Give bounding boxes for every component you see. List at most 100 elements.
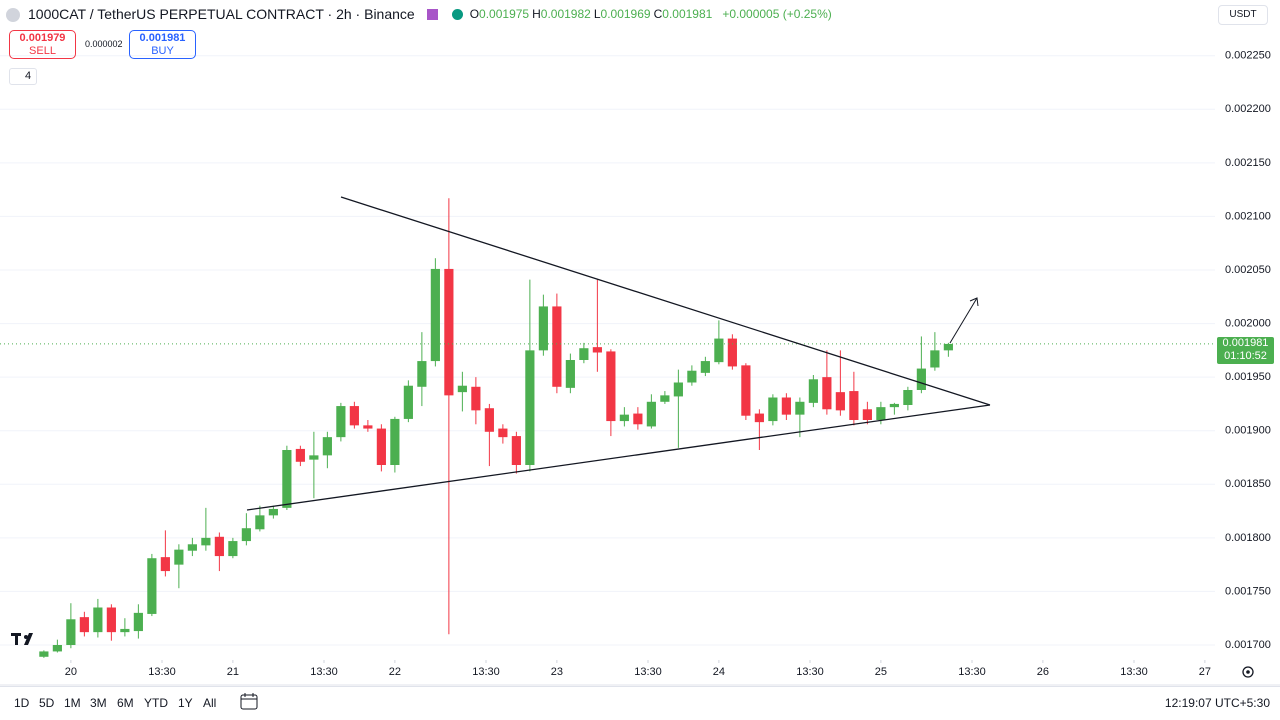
logo bbox=[11, 633, 33, 645]
x-tick-label: 23 bbox=[551, 666, 563, 678]
settings-icon-dot bbox=[1246, 670, 1250, 674]
x-tick-label: 13:30 bbox=[634, 666, 662, 678]
y-tick-label: 0.002200 bbox=[1225, 103, 1271, 115]
candle-body bbox=[592, 347, 602, 353]
header: 1000CAT / TetherUS PERPETUAL CONTRACT · … bbox=[28, 6, 835, 22]
y-tick-label: 0.002250 bbox=[1225, 50, 1271, 62]
range-button[interactable]: 1Y bbox=[178, 696, 193, 710]
candle-body bbox=[444, 268, 454, 396]
candle-body bbox=[147, 558, 157, 614]
x-tick-label: 13:30 bbox=[958, 666, 986, 678]
candle-body bbox=[255, 515, 265, 530]
candle-body bbox=[795, 401, 805, 415]
candle-body bbox=[133, 612, 143, 632]
bottom-toolbar: 12:19:07 UTC+5:30 1D 5D 1M 3M 6M YTD 1Y All bbox=[0, 686, 1280, 720]
candle-body bbox=[201, 537, 211, 546]
range-button[interactable]: 5D bbox=[39, 696, 55, 710]
candle-body bbox=[835, 392, 845, 411]
range-button[interactable]: All bbox=[203, 696, 217, 710]
y-tick-label: 0.001850 bbox=[1225, 478, 1271, 490]
candle-body bbox=[579, 348, 589, 360]
range-button[interactable]: 6M bbox=[117, 696, 134, 710]
candle-body bbox=[295, 448, 305, 462]
candle-body bbox=[322, 437, 332, 456]
candle-body bbox=[228, 541, 238, 557]
buy-button[interactable]: 0.001981 BUY bbox=[129, 30, 196, 59]
candle-body bbox=[498, 428, 508, 438]
candle-body bbox=[889, 403, 899, 408]
x-tick-label: 13:30 bbox=[310, 666, 338, 678]
candle-body bbox=[673, 382, 683, 397]
x-tick-label: 25 bbox=[875, 666, 887, 678]
candle-body bbox=[484, 408, 494, 432]
range-button[interactable]: YTD bbox=[144, 696, 168, 710]
candle-body bbox=[430, 268, 440, 362]
candle-body bbox=[727, 338, 737, 367]
candle-body bbox=[349, 406, 359, 426]
candle-body bbox=[876, 407, 886, 420]
ohlc-legend: O0.001975 H0.001982 L0.001969 C0.001981 bbox=[470, 7, 716, 21]
candle-body bbox=[768, 397, 778, 422]
y-tick-label: 0.001800 bbox=[1225, 532, 1271, 544]
candle-body bbox=[552, 306, 562, 387]
candle-body bbox=[52, 645, 62, 652]
candle-body bbox=[781, 397, 791, 415]
candle-body bbox=[282, 450, 292, 508]
candle-body bbox=[687, 370, 697, 383]
x-tick-label: 13:30 bbox=[796, 666, 824, 678]
candle-body bbox=[741, 365, 751, 416]
settings-icon[interactable] bbox=[1242, 666, 1254, 678]
candle-body bbox=[39, 651, 49, 657]
candle-body bbox=[943, 343, 953, 351]
candle-body bbox=[106, 607, 116, 633]
x-tick-label: 24 bbox=[713, 666, 725, 678]
candle-body bbox=[457, 385, 467, 393]
candle-body bbox=[336, 406, 346, 438]
clock: 12:19:07 UTC+5:30 bbox=[1164, 696, 1270, 710]
indicators-toggle[interactable]: 4 bbox=[9, 68, 37, 85]
candle-body bbox=[538, 306, 548, 351]
y-tick-label: 0.001900 bbox=[1225, 425, 1271, 437]
y-tick-label: 0.002150 bbox=[1225, 157, 1271, 169]
indicators-count: 4 bbox=[25, 70, 32, 82]
y-tick-label: 0.002050 bbox=[1225, 264, 1271, 276]
sell-button[interactable]: 0.001979 SELL bbox=[9, 30, 76, 59]
trendline bbox=[246, 404, 991, 511]
candle-body bbox=[660, 395, 670, 402]
buy-price: 0.001981 bbox=[139, 32, 186, 44]
symbol-icon bbox=[6, 8, 20, 22]
trendline bbox=[340, 196, 991, 406]
candle-body bbox=[174, 549, 184, 565]
price-tag-countdown: 01:10:52 bbox=[1224, 349, 1267, 362]
candle-body bbox=[808, 379, 818, 403]
candle-body bbox=[120, 628, 130, 633]
candle-body bbox=[417, 361, 427, 387]
candle-body bbox=[754, 413, 764, 423]
legend-value: 0.001981 bbox=[662, 7, 713, 21]
arrow bbox=[949, 297, 978, 344]
candle-body bbox=[849, 391, 859, 420]
candle-body bbox=[268, 508, 278, 516]
candle-body bbox=[565, 360, 575, 388]
range-button[interactable]: 1D bbox=[14, 696, 30, 710]
calendar-icon[interactable] bbox=[240, 693, 258, 710]
range-button[interactable]: 1M bbox=[64, 696, 81, 710]
y-tick-label: 0.002100 bbox=[1225, 210, 1271, 222]
candle-body bbox=[606, 351, 616, 422]
currency-button[interactable]: USDT bbox=[1218, 5, 1268, 25]
candle-body bbox=[363, 425, 373, 429]
candle-body bbox=[376, 428, 386, 465]
candle-body bbox=[700, 361, 710, 373]
candle-body bbox=[619, 414, 629, 422]
candle-body bbox=[93, 607, 103, 633]
x-tick-label: 13:30 bbox=[472, 666, 500, 678]
x-tick-label: 22 bbox=[389, 666, 401, 678]
sell-label: SELL bbox=[29, 45, 56, 57]
range-button[interactable]: 3M bbox=[90, 696, 107, 710]
x-tick-label: 13:30 bbox=[148, 666, 176, 678]
x-tick-label: 27 bbox=[1199, 666, 1211, 678]
legend-key: H bbox=[532, 7, 541, 21]
legend-value: 0.001969 bbox=[600, 7, 651, 21]
